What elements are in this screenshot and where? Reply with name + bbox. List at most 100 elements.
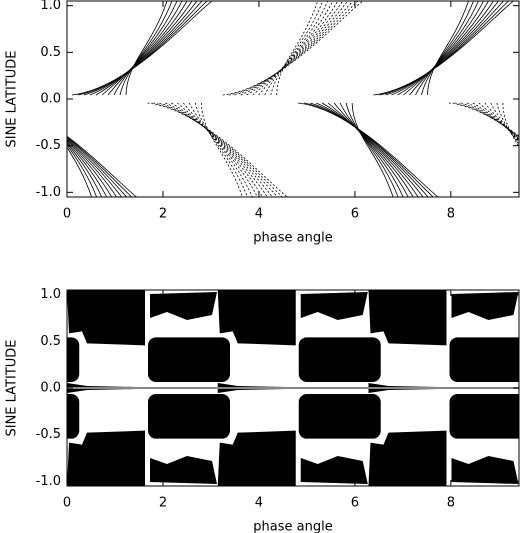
contour-line bbox=[183, 102, 258, 197]
region bbox=[217, 430, 296, 486]
contour-line bbox=[153, 102, 283, 197]
contour-line bbox=[264, 1, 329, 96]
contour-line bbox=[194, 102, 248, 197]
contour-line bbox=[222, 1, 363, 96]
region bbox=[451, 292, 519, 320]
contour-line bbox=[77, 1, 208, 96]
contour-line bbox=[460, 102, 519, 139]
contour-line bbox=[502, 102, 519, 148]
contour-line bbox=[234, 1, 354, 96]
contour-line bbox=[71, 1, 213, 96]
contour-line bbox=[113, 1, 178, 96]
x-tick-label: 4 bbox=[255, 496, 263, 511]
x-tick-label: 8 bbox=[447, 496, 455, 511]
contour-line bbox=[391, 1, 499, 96]
region bbox=[368, 430, 447, 486]
plot-area bbox=[67, 1, 519, 197]
contour-line bbox=[95, 1, 193, 96]
contour-line bbox=[421, 1, 474, 96]
y-tick-label: 0.5 bbox=[40, 45, 61, 60]
contour-line bbox=[67, 135, 137, 197]
contour-line bbox=[351, 102, 394, 197]
x-axis-label: phase angle bbox=[253, 520, 332, 533]
y-axis-label: SINE LATITUDE bbox=[5, 50, 20, 147]
contour-line bbox=[171, 102, 268, 197]
region bbox=[150, 292, 217, 320]
plot-area bbox=[67, 290, 519, 486]
contour-line bbox=[67, 142, 102, 197]
y-tick-label: 1.0 bbox=[40, 287, 61, 302]
y-tick-label: 0.0 bbox=[40, 92, 61, 107]
contour-line bbox=[415, 1, 479, 96]
contour-line bbox=[67, 136, 132, 197]
x-tick-label: 4 bbox=[255, 207, 263, 222]
region bbox=[67, 337, 80, 382]
contour-line bbox=[101, 1, 188, 96]
contour-line bbox=[478, 102, 519, 141]
region bbox=[451, 456, 519, 484]
y-tick-label: -0.5 bbox=[36, 427, 61, 442]
x-tick-label: 2 bbox=[159, 207, 167, 222]
region bbox=[67, 394, 80, 439]
y-tick-label: 1.0 bbox=[40, 0, 61, 13]
contour-line bbox=[298, 102, 439, 197]
y-tick-label: 0.5 bbox=[40, 334, 61, 349]
contour-line bbox=[490, 102, 519, 144]
contour-line bbox=[321, 102, 419, 197]
y-tick-label: -1.0 bbox=[36, 185, 61, 200]
contour-line bbox=[327, 102, 414, 197]
contour-line bbox=[270, 1, 324, 96]
contour-line bbox=[177, 102, 263, 197]
contour-line bbox=[454, 102, 519, 138]
x-tick-label: 0 bbox=[63, 207, 71, 222]
contour-line bbox=[484, 102, 519, 143]
contour-line bbox=[397, 1, 494, 96]
region bbox=[148, 337, 230, 382]
contour-line bbox=[345, 102, 399, 197]
region bbox=[368, 290, 447, 346]
x-tick-label: 0 bbox=[63, 496, 71, 511]
contour-line bbox=[159, 102, 278, 197]
contour-line bbox=[200, 102, 243, 197]
contour-line bbox=[67, 141, 107, 197]
region bbox=[148, 394, 230, 439]
contour-line bbox=[373, 1, 514, 96]
contour-line bbox=[67, 146, 93, 197]
contour-line bbox=[67, 137, 127, 197]
region bbox=[67, 430, 145, 486]
contour-line bbox=[240, 1, 349, 96]
x-axis-label: phase angle bbox=[253, 231, 332, 246]
contour-line bbox=[385, 1, 504, 96]
region bbox=[300, 456, 368, 484]
contour-line bbox=[246, 1, 344, 96]
contour-line bbox=[258, 1, 334, 96]
contour-line bbox=[119, 1, 173, 96]
contour-line bbox=[409, 1, 484, 96]
contour-line bbox=[339, 102, 404, 197]
y-tick-label: -0.5 bbox=[36, 138, 61, 153]
x-tick-label: 2 bbox=[159, 496, 167, 511]
contour-line bbox=[67, 140, 112, 197]
plot-frame bbox=[66, 0, 520, 198]
contour-line bbox=[67, 138, 122, 197]
contour-line bbox=[252, 1, 339, 96]
contour-line bbox=[379, 1, 509, 96]
x-tick-label: 6 bbox=[351, 496, 359, 511]
region bbox=[298, 337, 381, 382]
contour-line bbox=[107, 1, 183, 96]
contour-line bbox=[165, 102, 273, 197]
contour-line bbox=[147, 102, 288, 197]
region bbox=[150, 456, 217, 484]
contour-line bbox=[189, 102, 253, 197]
contour-line bbox=[83, 1, 203, 96]
x-tick-label: 8 bbox=[447, 207, 455, 222]
contour-line bbox=[125, 1, 168, 96]
contour-line bbox=[304, 102, 434, 197]
region bbox=[300, 292, 368, 320]
region bbox=[449, 337, 519, 382]
contour-line bbox=[333, 102, 409, 197]
y-tick-label: 0.0 bbox=[40, 381, 61, 396]
contour-line bbox=[403, 1, 489, 96]
contour-line bbox=[67, 139, 117, 197]
